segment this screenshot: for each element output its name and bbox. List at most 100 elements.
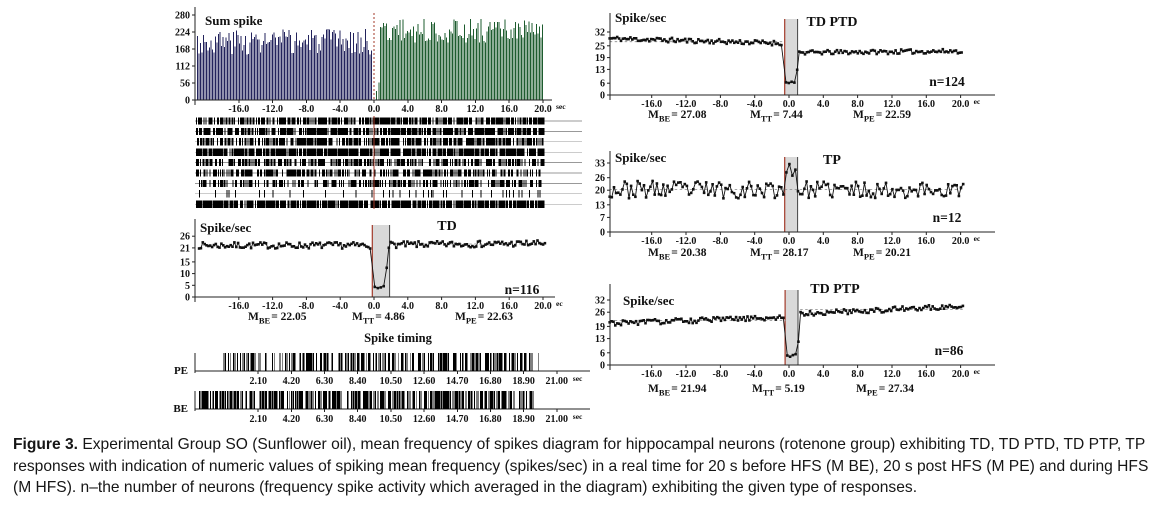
svg-text:-16.0: -16.0	[641, 369, 662, 380]
svg-text:-12.0: -12.0	[262, 104, 283, 115]
svg-text:20.0: 20.0	[952, 369, 970, 380]
svg-text:26: 26	[595, 173, 605, 184]
svg-text:4.0: 4.0	[817, 236, 830, 247]
tp-response-chart: 33 26 20 13 7 0 -16.0 -12.0 -8.0 -4.0 0.0 4.0 8.0 12.…	[595, 145, 1050, 275]
neuron-count-label: n=86	[935, 343, 964, 358]
svg-text:2.10: 2.10	[249, 414, 267, 425]
svg-text:6.30: 6.30	[316, 414, 334, 425]
svg-text:8.0: 8.0	[435, 104, 448, 115]
svg-text:6: 6	[600, 348, 605, 359]
svg-text:16.80: 16.80	[479, 376, 502, 387]
y-axis-label: Spike/sec	[200, 220, 252, 235]
svg-text:0: 0	[600, 361, 605, 372]
svg-text:4.0: 4.0	[402, 301, 415, 312]
svg-text:0.0: 0.0	[368, 104, 381, 115]
row-label-pe: PE	[174, 365, 188, 377]
svg-text:56: 56	[180, 79, 190, 90]
neuron-count-label: n=12	[933, 210, 962, 225]
response-type-title: TD PTP	[810, 282, 860, 297]
svg-text:10.50: 10.50	[380, 376, 403, 387]
figure-caption-number: Figure 3.	[13, 436, 78, 453]
svg-text:18.90: 18.90	[512, 376, 535, 387]
svg-text:8.40: 8.40	[349, 376, 367, 387]
spike-raster-plot	[150, 113, 620, 213]
svg-text:16.0: 16.0	[918, 236, 936, 247]
svg-text:-12.0: -12.0	[676, 236, 697, 247]
svg-text:10: 10	[180, 269, 190, 280]
svg-text:8.0: 8.0	[435, 301, 448, 312]
svg-text:4.20: 4.20	[283, 414, 301, 425]
svg-text:224: 224	[175, 28, 190, 39]
y-axis-label: Spike/sec	[615, 150, 667, 165]
svg-text:16.0: 16.0	[918, 99, 936, 110]
svg-text:0.0: 0.0	[368, 301, 381, 312]
x-axis-unit: sec	[573, 412, 583, 421]
svg-text:-4.0: -4.0	[332, 104, 348, 115]
svg-text:15: 15	[180, 257, 190, 268]
svg-text:21: 21	[180, 243, 190, 254]
svg-text:-16.0: -16.0	[228, 104, 249, 115]
svg-text:2.10: 2.10	[249, 376, 267, 387]
neuron-count-label: n=124	[929, 74, 965, 89]
svg-text:4.0: 4.0	[817, 369, 830, 380]
svg-text:19: 19	[595, 53, 605, 64]
svg-text:-4.0: -4.0	[747, 369, 763, 380]
svg-text:-16.0: -16.0	[641, 99, 662, 110]
m-tt-label-tdptd: MTT= 7.44	[750, 109, 803, 124]
svg-text:280: 280	[175, 11, 190, 22]
svg-text:-8.0: -8.0	[712, 369, 728, 380]
m-pe-label-tdptp: MPE= 27.34	[856, 383, 915, 398]
svg-text:26: 26	[595, 308, 605, 319]
td-ptd-response-chart: 32 25 19 13 6 0 -16.0 -12.0 -8.0 -4.0 0.0 4.0 8.0 12.…	[595, 5, 1050, 137]
y-axis-label: Spike/sec	[623, 293, 675, 308]
svg-text:0: 0	[600, 91, 605, 102]
svg-text:12.60: 12.60	[413, 376, 436, 387]
svg-text:4.20: 4.20	[283, 376, 301, 387]
svg-text:0: 0	[600, 228, 605, 239]
svg-text:-8.0: -8.0	[298, 104, 314, 115]
svg-text:-12.0: -12.0	[676, 369, 697, 380]
svg-text:8.40: 8.40	[349, 414, 367, 425]
svg-text:13: 13	[595, 334, 605, 345]
m-pe-label-tp: MPE= 20.21	[853, 247, 912, 262]
spike-timing-title: Spike timing	[364, 331, 432, 345]
svg-text:4.0: 4.0	[817, 99, 830, 110]
figure-caption: Figure 3. Experimental Group SO (Sunflow…	[13, 434, 1163, 499]
x-axis-unit: ec	[974, 367, 981, 376]
svg-text:168: 168	[175, 45, 190, 56]
svg-text:12.0: 12.0	[467, 104, 485, 115]
sum-spike-histogram: 280 224 168 112 56 0 -16.0 -12.0 -8.0 -4.0 0.0 4.0 8…	[150, 5, 615, 117]
svg-text:-4.0: -4.0	[332, 301, 348, 312]
svg-text:20: 20	[595, 186, 605, 197]
svg-text:8.0: 8.0	[851, 99, 864, 110]
m-tt-label-tp: MTT= 28.17	[750, 247, 809, 262]
svg-text:6.30: 6.30	[316, 376, 334, 387]
svg-text:16.0: 16.0	[500, 104, 518, 115]
svg-text:20.0: 20.0	[952, 236, 970, 247]
spike-timing-plot: Spike timing 2.10 4.20 6.30 8.40 10.50 12.60 14…	[150, 330, 635, 432]
m-pe-label-tdptd: MPE= 22.59	[853, 109, 912, 124]
m-be-label-tdptd: MBE= 27.08	[648, 109, 707, 124]
svg-text:-12.0: -12.0	[676, 99, 697, 110]
svg-text:20.0: 20.0	[534, 301, 552, 312]
svg-text:21.00: 21.00	[546, 376, 569, 387]
m-be-label-tdptp: MBE= 21.94	[648, 383, 707, 398]
svg-text:18.90: 18.90	[512, 414, 535, 425]
svg-text:-8.0: -8.0	[712, 236, 728, 247]
svg-text:13: 13	[595, 200, 605, 211]
svg-text:13: 13	[595, 65, 605, 76]
svg-text:14.70: 14.70	[446, 376, 469, 387]
x-axis-unit: sec	[573, 374, 583, 383]
x-axis-unit: ec	[556, 299, 563, 308]
svg-text:16.80: 16.80	[479, 414, 502, 425]
x-axis-unit: ec	[974, 97, 981, 106]
svg-text:12.0: 12.0	[883, 99, 901, 110]
svg-text:-16.0: -16.0	[641, 236, 662, 247]
response-type-title: TP	[823, 153, 841, 168]
svg-text:-8.0: -8.0	[712, 99, 728, 110]
svg-text:112: 112	[176, 62, 190, 73]
svg-text:0: 0	[185, 293, 190, 304]
svg-text:33: 33	[595, 159, 605, 170]
svg-text:20.0: 20.0	[534, 104, 552, 115]
svg-text:7: 7	[600, 213, 605, 224]
